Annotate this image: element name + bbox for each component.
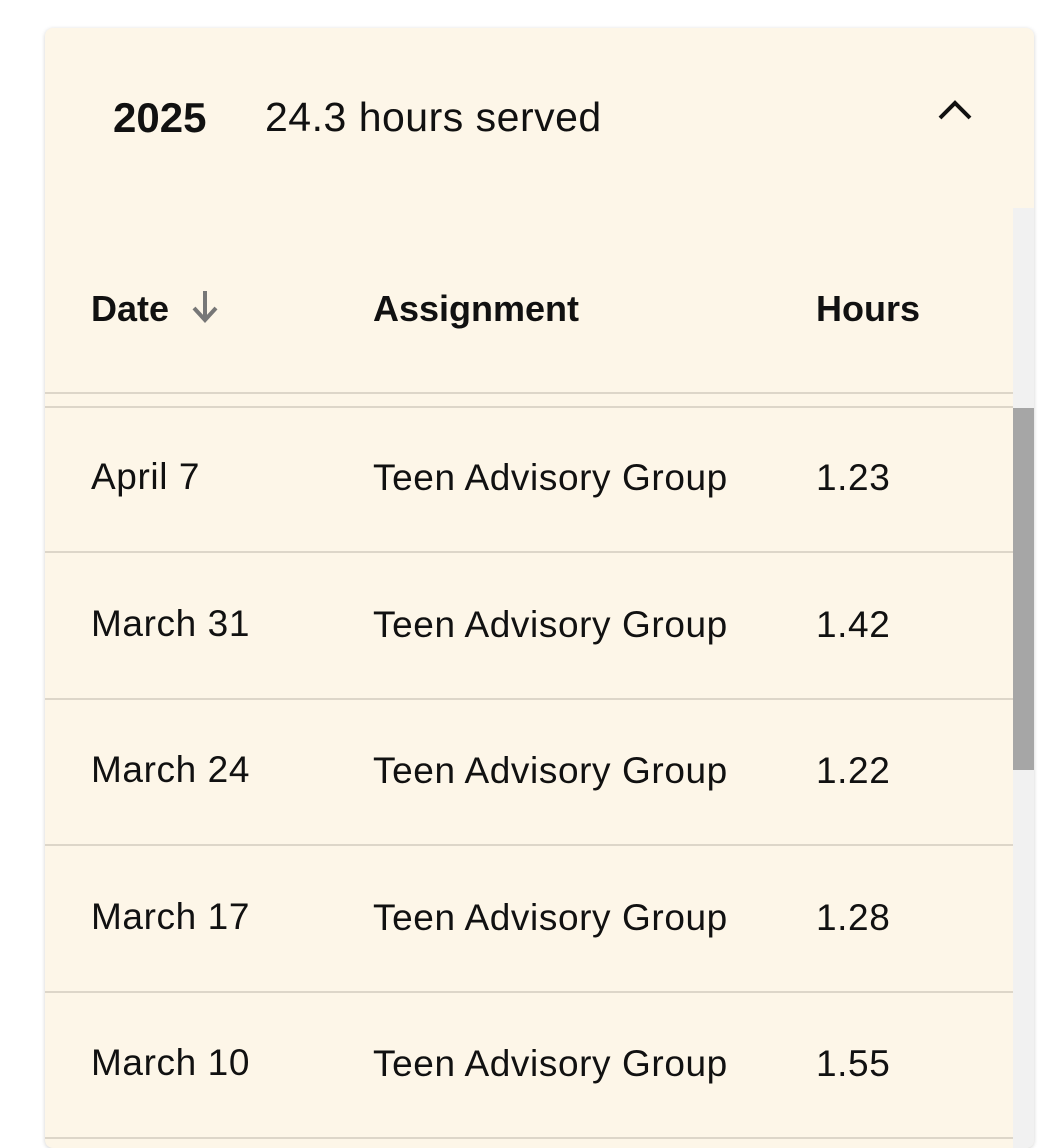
- row-date: March 17: [91, 895, 251, 937]
- row-date: March 24: [91, 749, 251, 790]
- scrollbar-thumb[interactable]: [1013, 408, 1034, 770]
- divider: [45, 1137, 1013, 1139]
- column-header-date[interactable]: Date: [91, 288, 221, 334]
- arrow-down-icon: [189, 289, 221, 334]
- divider: [45, 697, 1013, 700]
- accordion-header[interactable]: 2025 24.3 hours served: [45, 28, 1034, 208]
- divider: [45, 551, 1013, 553]
- year-label: 2025: [113, 94, 207, 141]
- year-accordion-card: 2025 24.3 hours served Date Assignment H…: [45, 28, 1034, 1148]
- divider: [45, 406, 1013, 408]
- row-date: March 10: [91, 1042, 251, 1083]
- row-date: March 31: [91, 602, 251, 644]
- row-hours: 1.22: [816, 750, 891, 791]
- hours-summary: 24.3 hours served: [265, 94, 602, 140]
- row-assignment: Teen Advisory Group: [373, 1043, 728, 1084]
- column-header-assignment[interactable]: Assignment: [373, 288, 580, 329]
- row-hours: 1.23: [816, 457, 891, 498]
- scrollbar-track[interactable]: [1013, 208, 1034, 1148]
- row-hours: 1.28: [816, 896, 891, 938]
- divider: [45, 990, 1013, 993]
- column-header-hours[interactable]: Hours: [816, 288, 921, 329]
- row-hours: 1.55: [816, 1043, 891, 1084]
- column-label: Date: [91, 288, 170, 329]
- row-assignment: Teen Advisory Group: [373, 603, 728, 645]
- divider: [45, 844, 1013, 846]
- chevron-up-icon[interactable]: [935, 90, 975, 130]
- row-assignment: Teen Advisory Group: [373, 750, 728, 791]
- row-hours: 1.42: [816, 603, 891, 645]
- row-assignment: Teen Advisory Group: [373, 457, 728, 498]
- divider: [45, 392, 1013, 394]
- row-date: April 7: [91, 456, 201, 497]
- row-assignment: Teen Advisory Group: [373, 896, 728, 938]
